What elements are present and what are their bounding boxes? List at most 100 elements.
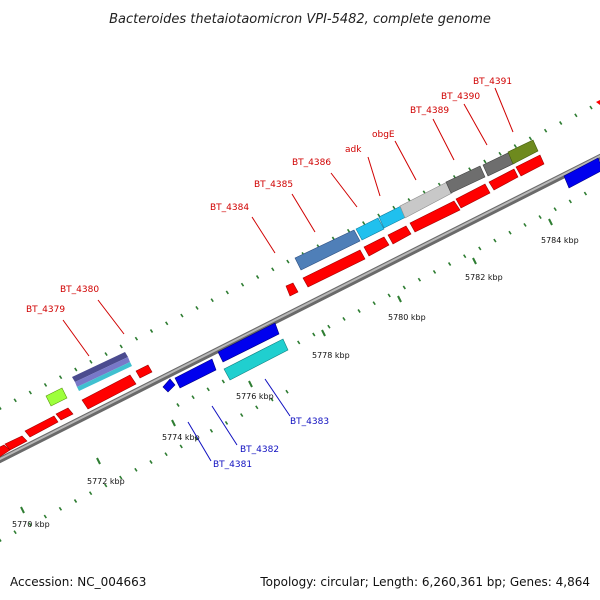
rail-dot bbox=[543, 128, 548, 133]
rail-dot bbox=[221, 379, 225, 384]
rail-dot bbox=[387, 293, 391, 298]
rail-dot bbox=[568, 199, 572, 204]
rail-dot bbox=[498, 151, 502, 156]
tick-mark-5778 bbox=[321, 329, 326, 337]
gene-red[interactable] bbox=[363, 236, 390, 257]
rail-dot bbox=[43, 514, 47, 519]
upper-gene-labels: BT_4379 BT_4380 BT_4384 BT_4385 BT_4386 … bbox=[26, 77, 512, 315]
rail-dot bbox=[463, 254, 467, 259]
rail-dot bbox=[528, 136, 533, 141]
rail-dot bbox=[432, 269, 437, 274]
rail-dot bbox=[149, 460, 153, 464]
gene-red-bt4381-region[interactable] bbox=[81, 374, 137, 410]
gene-obgE[interactable] bbox=[399, 181, 453, 219]
rail-dot bbox=[255, 275, 260, 279]
gene-bt4380-stripe-3[interactable] bbox=[77, 362, 132, 391]
gene-bt4383[interactable] bbox=[223, 338, 289, 381]
gene-red[interactable] bbox=[515, 154, 545, 177]
rail-dot bbox=[523, 222, 527, 227]
accession-text: Accession: NC_004663 bbox=[10, 575, 147, 589]
label-bt4383[interactable]: BT_4383 bbox=[290, 417, 329, 427]
label-bt4385[interactable]: BT_4385 bbox=[254, 180, 293, 190]
rail-dot bbox=[88, 491, 93, 496]
gene-red[interactable] bbox=[409, 200, 461, 233]
gene-red-top-edge[interactable] bbox=[596, 98, 600, 108]
gene-red[interactable] bbox=[4, 435, 28, 451]
gene-blue-small[interactable] bbox=[162, 378, 176, 393]
rail-dot bbox=[285, 389, 289, 394]
rail-dot bbox=[255, 405, 259, 410]
lower-gene-labels: BT_4381 BT_4382 BT_4383 bbox=[213, 417, 329, 470]
rail-dot bbox=[43, 382, 48, 387]
gene-bt4391[interactable] bbox=[507, 139, 539, 165]
gene-red[interactable] bbox=[24, 415, 59, 438]
gene-bt4389[interactable] bbox=[445, 165, 486, 194]
rail-dot bbox=[493, 238, 497, 243]
label-bt4390[interactable]: BT_4390 bbox=[441, 92, 480, 102]
label-bt4386[interactable]: BT_4386 bbox=[292, 158, 331, 168]
tick-mark-5774 bbox=[171, 419, 176, 427]
gene-bt4380-stripe-1[interactable] bbox=[72, 352, 128, 382]
gene-bt4381[interactable] bbox=[174, 358, 217, 389]
rail-dot bbox=[225, 290, 229, 295]
gene-bt4385[interactable] bbox=[294, 229, 361, 271]
label-bt4391[interactable]: BT_4391 bbox=[473, 77, 512, 87]
gene-red[interactable] bbox=[302, 249, 366, 288]
label-bt4379[interactable]: BT_4379 bbox=[26, 305, 65, 315]
rail-dot bbox=[89, 359, 93, 364]
rail-dot bbox=[362, 221, 366, 226]
rail-dot bbox=[210, 298, 214, 303]
rail-dot bbox=[209, 428, 214, 433]
rail-dot bbox=[104, 483, 108, 488]
gene-bt4382[interactable] bbox=[217, 322, 280, 363]
rail-dot bbox=[134, 336, 139, 341]
gene-red[interactable] bbox=[455, 183, 491, 209]
rail-dot bbox=[191, 395, 195, 400]
rail-dot bbox=[194, 436, 198, 441]
tick-mark-5784 bbox=[548, 218, 553, 226]
rail-dot bbox=[402, 285, 406, 290]
map-title: Bacteroides thetaiotaomicron VPI-5482, c… bbox=[109, 12, 491, 27]
rail-dot bbox=[553, 207, 557, 212]
rail-dot bbox=[28, 522, 32, 527]
rail-dot bbox=[179, 444, 183, 449]
rail-dot bbox=[164, 452, 168, 457]
gene-red[interactable] bbox=[488, 168, 519, 191]
scale-rail-upper bbox=[0, 105, 593, 410]
label-bt4381[interactable]: BT_4381 bbox=[213, 460, 252, 470]
label-adk[interactable]: adk bbox=[345, 145, 362, 155]
rail-dot bbox=[589, 105, 593, 110]
rail-dot bbox=[0, 406, 2, 410]
scale-ticks bbox=[20, 218, 553, 514]
rail-dot bbox=[240, 282, 245, 287]
gene-blue-right[interactable] bbox=[563, 157, 600, 189]
rail-dot bbox=[13, 398, 17, 403]
label-obgE[interactable]: obgE bbox=[372, 130, 395, 140]
label-bt4382[interactable]: BT_4382 bbox=[240, 445, 279, 455]
gene-red-small[interactable] bbox=[285, 282, 299, 297]
tick-mark-5780 bbox=[397, 295, 402, 303]
tick-label-5778: 5778 kbp bbox=[312, 351, 350, 360]
forward-strand-genes bbox=[0, 154, 545, 458]
rail-dot bbox=[165, 321, 169, 326]
rail-dot bbox=[483, 159, 487, 164]
rail-dot bbox=[149, 329, 154, 333]
rail-dot bbox=[180, 313, 184, 318]
gene-red[interactable] bbox=[387, 225, 412, 245]
label-bt4389[interactable]: BT_4389 bbox=[410, 106, 449, 116]
gene-red[interactable] bbox=[55, 407, 74, 421]
label-bt4384[interactable]: BT_4384 bbox=[210, 203, 249, 213]
rail-dot bbox=[286, 259, 290, 264]
gene-green-bt4379[interactable] bbox=[45, 387, 68, 407]
label-bt4380[interactable]: BT_4380 bbox=[60, 285, 99, 295]
gene-bt4386[interactable] bbox=[355, 217, 385, 241]
rail-dot bbox=[357, 309, 361, 313]
scale-rail-bottom bbox=[0, 389, 289, 542]
gene-red[interactable] bbox=[135, 364, 153, 379]
tick-label-5772: 5772 kbp bbox=[87, 477, 125, 486]
rail-dot bbox=[58, 375, 63, 380]
gene-bt4380-stripe-2[interactable] bbox=[75, 357, 130, 387]
rail-dot bbox=[478, 246, 482, 251]
tick-mark-5770 bbox=[20, 506, 25, 514]
